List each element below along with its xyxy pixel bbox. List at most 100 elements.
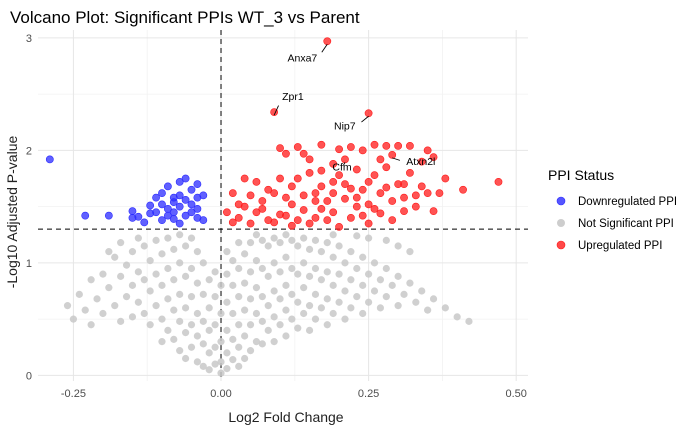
not-significant-point	[199, 362, 207, 370]
upregulated-point	[435, 189, 444, 198]
not-significant-point	[258, 340, 266, 348]
legend-items: Downregulated PPI Not Significant PPI Upre…	[556, 196, 677, 252]
not-significant-point	[164, 295, 172, 303]
upregulated-point	[329, 208, 338, 217]
not-significant-point	[359, 309, 367, 318]
not-significant-point	[294, 270, 302, 278]
not-significant-point	[382, 236, 390, 244]
downregulated-point	[81, 211, 90, 220]
not-significant-point	[282, 281, 290, 289]
x-tick-label: -0.25	[61, 388, 86, 400]
not-significant-point	[323, 268, 331, 276]
upregulated-point	[423, 146, 432, 155]
not-significant-point	[388, 281, 396, 289]
downregulated-point	[45, 155, 54, 164]
not-significant-point	[199, 259, 207, 267]
not-significant-point	[235, 343, 243, 351]
not-significant-point	[235, 321, 243, 329]
upregulated-point	[364, 219, 373, 228]
upregulated-point	[358, 146, 367, 155]
not-significant-point	[335, 242, 343, 250]
not-significant-point	[329, 253, 337, 261]
not-significant-point	[282, 306, 290, 314]
chart-title: Volcano Plot: Significant PPIs WT_3 vs P…	[10, 8, 360, 27]
upregulated-point	[287, 200, 296, 209]
not-significant-point	[187, 343, 196, 351]
not-significant-point	[199, 290, 207, 298]
not-significant-point	[235, 293, 243, 301]
upregulated-point	[299, 191, 308, 200]
not-significant-point	[376, 304, 385, 312]
not-significant-point	[217, 281, 225, 289]
downregulated-point	[193, 213, 202, 222]
not-significant-point	[199, 317, 207, 325]
annotation-leader-line	[273, 105, 279, 116]
not-significant-point	[211, 360, 219, 368]
upregulated-point	[276, 174, 284, 183]
not-significant-point	[63, 302, 72, 310]
not-significant-point	[81, 306, 89, 314]
not-significant-point	[252, 284, 261, 292]
not-significant-point	[341, 259, 349, 267]
upregulated-point	[246, 191, 255, 200]
x-tick-label: 0.25	[358, 388, 379, 400]
downregulated-point	[199, 191, 208, 200]
upregulated-point	[240, 174, 249, 183]
not-significant-point	[335, 270, 343, 278]
downregulated-point	[158, 189, 166, 198]
upregulated-point	[388, 197, 397, 205]
upregulated-point	[346, 184, 355, 193]
not-significant-point	[176, 317, 184, 325]
upregulated-point	[400, 207, 408, 216]
not-significant-point	[241, 279, 249, 287]
not-significant-point	[282, 231, 290, 239]
not-significant-point	[465, 317, 473, 325]
not-significant-point	[353, 264, 361, 273]
not-significant-point	[300, 234, 308, 242]
upregulated-point	[305, 168, 314, 177]
upregulated-point	[270, 189, 279, 198]
not-significant-point	[270, 313, 278, 321]
upregulated-point	[364, 200, 373, 209]
not-significant-point	[187, 293, 196, 301]
downregulated-point	[128, 207, 137, 216]
downregulated-point	[104, 211, 113, 220]
upregulated-point	[382, 163, 391, 172]
upregulated-point	[287, 182, 296, 191]
upregulated-point	[282, 193, 290, 202]
not-significant-point	[229, 281, 237, 289]
upregulated-point	[370, 140, 379, 149]
not-significant-point	[406, 248, 414, 256]
upregulated-point	[394, 180, 403, 189]
not-significant-point	[353, 293, 361, 301]
not-significant-point	[105, 284, 113, 292]
not-significant-point	[370, 287, 379, 295]
not-significant-point	[164, 264, 172, 273]
upregulated-point	[323, 37, 332, 46]
not-significant-point	[258, 293, 266, 301]
not-significant-point	[117, 317, 125, 325]
legend-label: Upregulated PPI	[578, 240, 662, 252]
not-significant-point	[146, 287, 154, 295]
not-significant-point	[294, 242, 302, 250]
not-significant-point	[152, 236, 160, 244]
gene-label: Nip7	[334, 120, 356, 132]
not-significant-point	[117, 239, 125, 247]
upregulated-point	[287, 221, 296, 230]
not-significant-point	[258, 317, 266, 325]
not-significant-point	[252, 257, 261, 265]
not-significant-point	[152, 270, 160, 278]
upregulated-point	[382, 183, 391, 192]
upregulated-point	[394, 141, 403, 150]
not-significant-point	[187, 234, 196, 242]
gene-annotations: Anxa7 Zpr1 Nip7 Cfm Atxn2l	[273, 43, 435, 173]
not-significant-point	[341, 315, 349, 323]
upregulated-point	[411, 191, 420, 200]
not-significant-point	[270, 234, 278, 242]
not-significant-point	[264, 272, 272, 280]
not-significant-point	[87, 276, 95, 284]
not-significant-point	[181, 272, 190, 280]
downregulated-point	[187, 200, 196, 209]
upregulated-point	[494, 177, 503, 186]
downregulated-point	[169, 215, 178, 223]
